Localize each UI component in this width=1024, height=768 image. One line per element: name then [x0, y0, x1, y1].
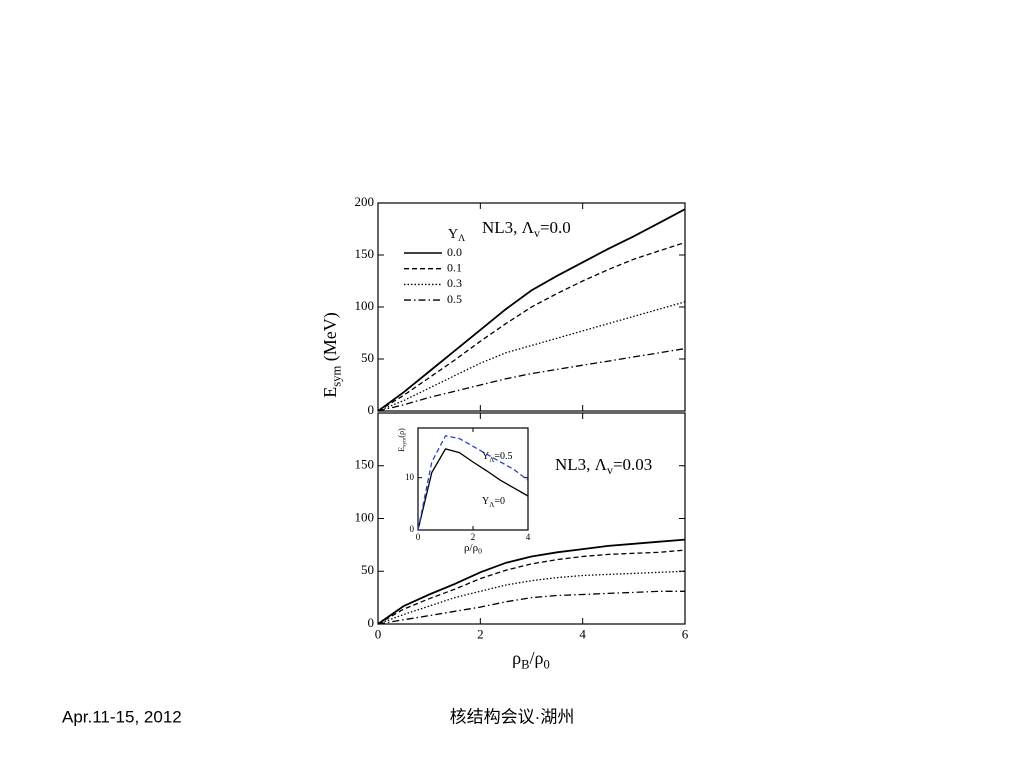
- footer-date: Apr.11-15, 2012: [62, 707, 182, 726]
- data-line: [377, 347, 686, 412]
- series-label-part: Λ: [489, 501, 494, 509]
- series-label: YΛ=0: [482, 496, 505, 508]
- annotation-part: NL3, Λ: [555, 455, 608, 474]
- y-axis-label: Esym (MeV): [320, 312, 343, 397]
- y-tick-label: 0: [368, 402, 375, 417]
- footer-venue: 核结构会议·湖州: [450, 707, 575, 726]
- x-tick-label: 2: [477, 627, 484, 642]
- y-tick-label: 0: [410, 524, 415, 534]
- x-tick-label: 4: [579, 627, 586, 642]
- series-label-part: =0: [494, 496, 505, 507]
- series-label-part: Y: [482, 496, 489, 507]
- x-tick-label: 0: [375, 627, 382, 642]
- y-tick-label: 50: [361, 562, 374, 577]
- y-tick-label: 10: [405, 472, 415, 482]
- y-axis-label-part: E: [397, 447, 406, 452]
- annotation-part: v: [607, 463, 613, 477]
- series-label-part: Y: [482, 451, 489, 462]
- annotation-part: v: [534, 226, 540, 240]
- y-tick-label: 200: [355, 194, 375, 209]
- y-axis-label: Esym(ρ): [397, 428, 408, 452]
- data-line: [377, 208, 686, 412]
- x-axis-label-part: 0: [544, 657, 550, 671]
- legend-title-part: Y: [448, 227, 458, 242]
- inset-bg: [418, 428, 528, 530]
- x-axis-label: ρ/ρ0: [464, 542, 482, 556]
- x-axis-label-part: /ρ: [530, 648, 544, 668]
- data-line: [377, 538, 686, 625]
- legend-label: 0.1: [447, 260, 462, 274]
- x-axis-label-part: ρ: [512, 648, 521, 668]
- data-line: [417, 435, 529, 531]
- y-axis-label-part: sym: [329, 366, 343, 387]
- series-label: YΛ=0.5: [482, 451, 512, 463]
- x-axis-label-part: ρ/ρ: [464, 542, 479, 554]
- series-label-part: =0.5: [494, 451, 512, 462]
- x-axis-label-part: B: [521, 657, 529, 671]
- data-line: [377, 301, 686, 412]
- y-tick-label: 100: [355, 509, 375, 524]
- x-tick-label: 4: [526, 532, 531, 542]
- x-tick-label: 2: [471, 532, 476, 542]
- series-label-part: Λ: [489, 456, 494, 464]
- data-line: [377, 590, 685, 625]
- x-tick-label: 0: [416, 532, 421, 542]
- annotation-part: NL3, Λ: [482, 218, 535, 237]
- annotation-part: =0.03: [613, 455, 652, 474]
- y-tick-label: 150: [355, 246, 375, 261]
- annotation: NL3, Λv=0.0: [482, 218, 571, 240]
- annotation: NL3, Λv=0.03: [555, 455, 652, 477]
- y-axis-label-part: (ρ): [397, 428, 406, 438]
- data-line: [377, 549, 686, 625]
- data-line: [377, 241, 686, 412]
- y-tick-label: 100: [355, 298, 375, 313]
- legend-label: 0.0: [447, 245, 462, 259]
- data-line: [417, 448, 529, 531]
- y-axis-label-part: E: [320, 387, 340, 398]
- x-axis-label: ρB/ρ0: [512, 648, 550, 671]
- legend-title-part: Λ: [458, 233, 465, 244]
- y-axis-label-part: (MeV): [320, 312, 341, 365]
- y-tick-label: 150: [355, 457, 375, 472]
- legend-title: YΛ: [448, 227, 465, 244]
- x-tick-label: 6: [682, 627, 689, 642]
- y-axis-label-part: sym: [402, 437, 408, 447]
- annotation-part: =0.0: [540, 218, 571, 237]
- x-axis-label-part: 0: [478, 546, 482, 555]
- y-tick-label: 0: [368, 615, 375, 630]
- legend-label: 0.3: [447, 276, 462, 290]
- y-tick-label: 50: [361, 350, 374, 365]
- legend-label: 0.5: [447, 292, 462, 306]
